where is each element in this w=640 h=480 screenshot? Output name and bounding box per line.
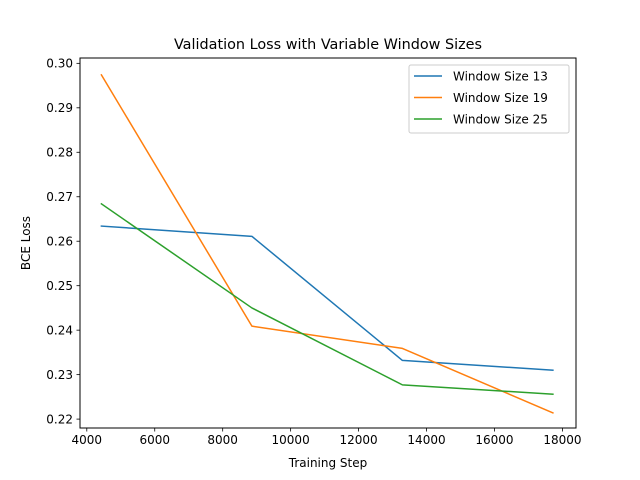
x-tick-label: 10000 [272, 433, 310, 447]
y-tick-label: 0.30 [46, 57, 73, 71]
x-tick-label: 4000 [72, 433, 103, 447]
y-axis-label: BCE Loss [19, 216, 33, 270]
x-tick-label: 8000 [207, 433, 238, 447]
y-tick-label: 0.23 [46, 368, 73, 382]
y-tick-label: 0.28 [46, 146, 73, 160]
legend: Window Size 13 Window Size 19 Window Size … [409, 65, 569, 133]
legend-label: Window Size 19 [453, 91, 548, 105]
chart-title: Validation Loss with Variable Window Siz… [174, 37, 482, 53]
y-tick-label: 0.25 [46, 279, 73, 293]
x-tick-label: 14000 [407, 433, 445, 447]
x-tick-label: 12000 [339, 433, 377, 447]
y-tick-label: 0.24 [46, 323, 73, 337]
y-tick-label: 0.27 [46, 190, 73, 204]
x-tick-label: 18000 [543, 433, 581, 447]
y-tick-label: 0.22 [46, 412, 73, 426]
x-tick-label: 6000 [139, 433, 170, 447]
x-tick-label: 16000 [475, 433, 513, 447]
legend-label: Window Size 13 [453, 69, 548, 83]
x-axis-label: Training Step [288, 456, 368, 470]
y-tick-label: 0.26 [46, 235, 73, 249]
legend-label: Window Size 25 [453, 112, 548, 126]
y-tick-label: 0.29 [46, 101, 73, 115]
